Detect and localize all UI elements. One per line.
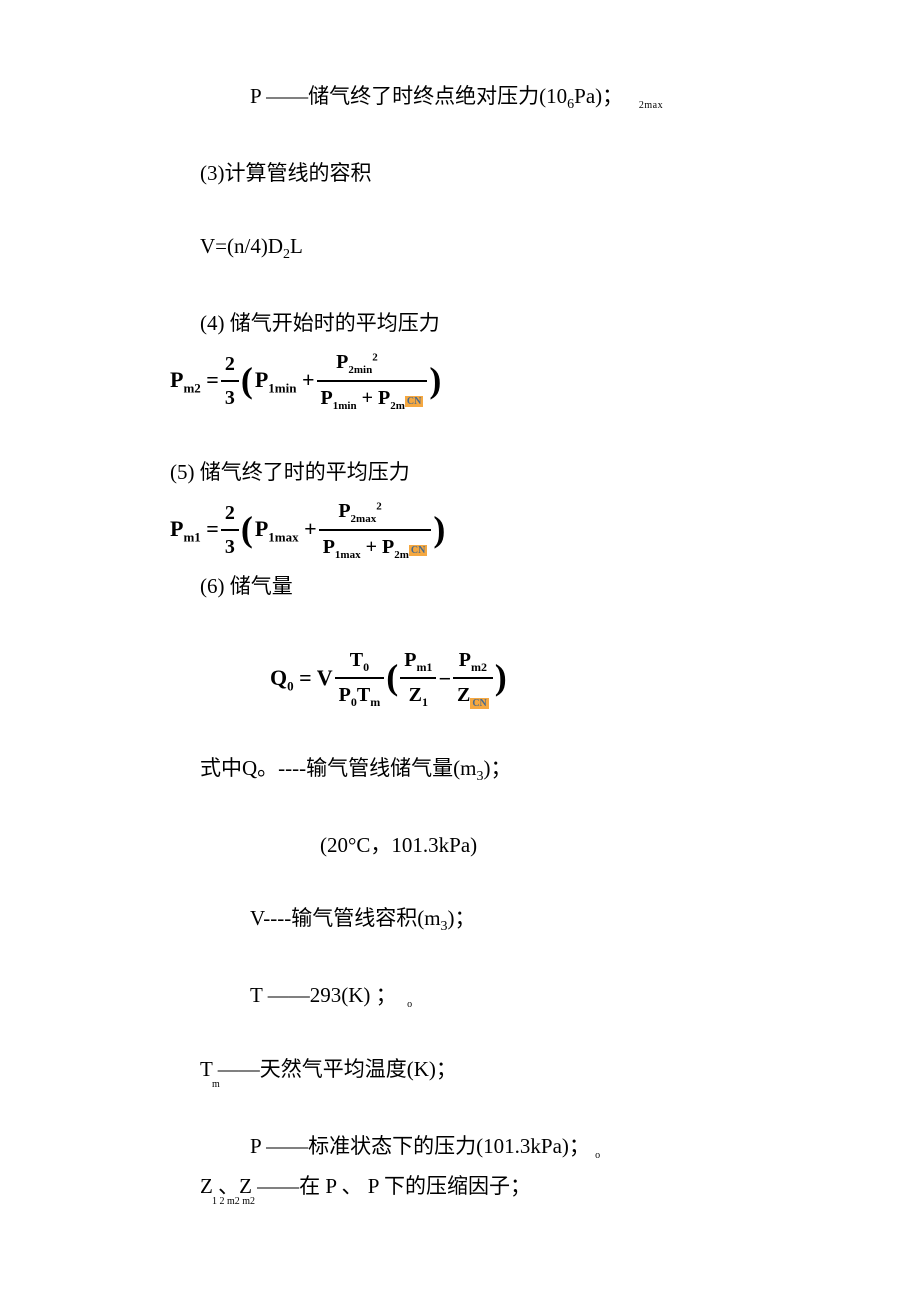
text: )； bbox=[448, 906, 476, 930]
text: P ——标准状态下的压力(101.3kPa)； bbox=[250, 1134, 590, 1158]
text-line-p0: P ——标准状态下的压力(101.3kPa)； o bbox=[250, 1130, 840, 1164]
subscript: 3 bbox=[441, 920, 448, 935]
subscript: o bbox=[407, 999, 413, 1010]
trailing-sub: 2max bbox=[639, 100, 663, 111]
text: V=(n/4)D bbox=[200, 234, 283, 258]
equation-pm2: Pm2 = 23 ( P1min + P2min2 P1min + P2mCN … bbox=[170, 346, 840, 415]
text-line-z: Z 、Z ——在 P 、 P 下的压缩因子； 1 2 m2 m2 bbox=[200, 1170, 840, 1207]
text: V----输气管线容积(m bbox=[250, 906, 441, 930]
heading-6: (6) 储气量 bbox=[200, 570, 840, 604]
heading-4: (4) 储气开始时的平均压力 bbox=[200, 307, 840, 341]
heading-3: (3)计算管线的容积 bbox=[200, 157, 840, 191]
text: 式中Q。----输气管线储气量(m bbox=[200, 756, 476, 780]
equation-volume: V=(n/4)D2L bbox=[200, 230, 840, 267]
heading-5: (5) 储气终了时的平均压力 bbox=[170, 456, 840, 490]
text-line-q0-desc: 式中Q。----输气管线储气量(m3)； bbox=[200, 752, 840, 789]
text-line-v-desc: V----输气管线容积(m3)； bbox=[250, 902, 840, 939]
text-line-t0: T ——293(K) ； o bbox=[250, 979, 840, 1013]
equation-q0: Q0 = V T0 P0Tm ( Pm1 Z1 − Pm2 ZCN ) bbox=[270, 644, 840, 712]
text-line-p2max: P ——储气终了时终点绝对压力(106Pa)； 2max bbox=[250, 80, 840, 117]
text: T ——293(K) ； bbox=[250, 983, 397, 1007]
document-body: P ——储气终了时终点绝对压力(106Pa)； 2max (3)计算管线的容积 … bbox=[0, 0, 920, 1207]
text-line-tm: T ——天然气平均温度(K)； m bbox=[200, 1053, 840, 1090]
text: P ——储气终了时终点绝对压力(10 bbox=[250, 84, 567, 108]
text: )； bbox=[483, 756, 511, 780]
subscript: 2 bbox=[283, 247, 290, 262]
equation-pm1: Pm1 = 23 ( P1max + P2max2 P1max + P2mCN … bbox=[170, 495, 840, 564]
text: L bbox=[290, 234, 303, 258]
text-line-conditions: (20°C，101.3kPa) bbox=[320, 829, 840, 863]
subscript: o bbox=[595, 1150, 601, 1161]
text: Pa)； bbox=[574, 84, 623, 108]
